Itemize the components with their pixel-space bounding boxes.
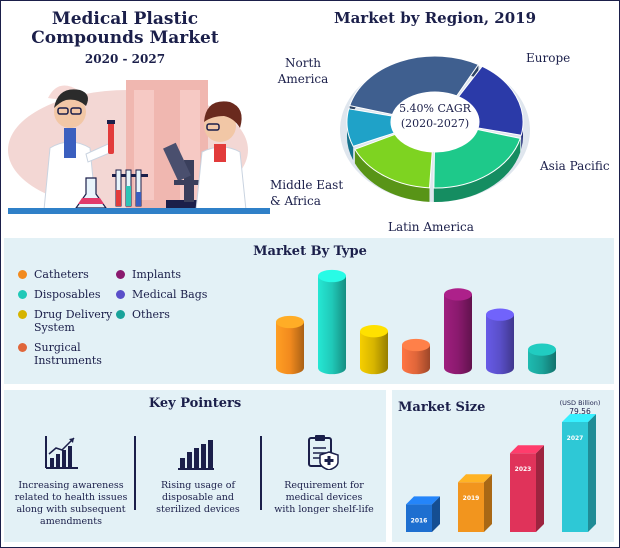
label-middle-east-africa: Middle East & Africa [270,178,344,208]
size-bar-2023 [510,445,544,532]
donut-slice-side [354,149,430,202]
market-size-title: Market Size [398,400,486,415]
legend-dot [116,310,125,319]
lab-counter [8,208,270,214]
type-bar-surgical-instruments [402,338,430,375]
label-north-america: North America [277,56,329,86]
type-bar-drug-delivery-system [360,325,388,375]
legend-item-medical-bags: Medical Bags [116,288,207,301]
market-size-chart: 2016 2019 2023 2027 [406,414,596,532]
type-bar-catheters [276,315,304,375]
region-donut-chart: 5.40% CAGR (2020-2027) [340,55,530,202]
legend-dot [116,290,125,299]
donut-slice-north-america [349,55,480,116]
type-cylinder-chart [276,269,556,375]
pointer-awareness: Increasing awareness related to health i… [14,480,128,527]
legend-dot [18,343,27,352]
type-bar-disposables [318,269,346,375]
legend-dot [18,290,27,299]
region-chart-title: Market by Region, 2019 [333,9,537,27]
label-asia-pacific: Asia Pacific [540,159,610,173]
rising-bar-chart-icon [45,436,78,469]
label-latin-america: Latin America [388,220,474,234]
size-year-label: 2023 [515,466,532,473]
size-year-label: 2016 [411,517,428,524]
type-chart-title: Market By Type [253,244,367,259]
medical-report-icon [308,435,339,470]
donut-slice-middle-east-africa [346,108,395,147]
legend-dot [18,310,27,319]
pointer-divider [134,436,136,510]
title-line-1: Medical Plastic [51,9,199,29]
type-bar-others [528,343,556,375]
title-line-2: Compounds Market [31,28,219,48]
legend-item-others: Others [116,308,170,321]
pointer-shelf-life: Requirement for medical devices with lon… [274,480,374,515]
donut-slice-side [433,138,521,202]
cagr-line-1: 5.40% CAGR [399,102,472,115]
forecast-years: 2020 - 2027 [84,52,166,66]
legend-dot [18,270,27,279]
legend-item-drug-delivery: Drug Delivery System [18,308,128,334]
size-bar-2019 [458,474,492,532]
test-tubes-icon [112,169,148,207]
page-title: Medical Plastic Compounds Market [10,10,240,48]
size-bar-2016 [406,496,440,532]
size-bar-2027 [562,414,596,532]
label-europe: Europe [526,51,571,65]
market-size-unit: (USD Billion) [559,399,601,407]
market-size-value: 79.56 [569,407,591,416]
cagr-line-2: (2020-2027) [401,117,469,130]
lab-illustration [8,80,270,214]
pointer-divider [260,436,262,510]
pointer-disposables: Rising usage of disposable and sterilize… [156,480,240,515]
size-year-label: 2027 [567,435,584,442]
type-bar-medical-bags [486,308,514,375]
legend-dot [116,270,125,279]
scientist-male-icon [43,89,115,211]
microscope-icon [163,142,206,208]
legend-item-disposables: Disposables [18,288,101,301]
type-bar-implants [444,288,472,375]
bar-chart-icon [178,440,214,470]
size-year-label: 2019 [463,495,480,502]
key-pointers-title: Key Pointers [148,396,242,411]
legend-item-catheters: Catheters [18,268,89,281]
donut-hole [391,92,479,152]
scientist-female-icon [195,101,247,211]
legend-item-implants: Implants [116,268,181,281]
legend-item-surgical: Surgical Instruments [18,341,118,367]
